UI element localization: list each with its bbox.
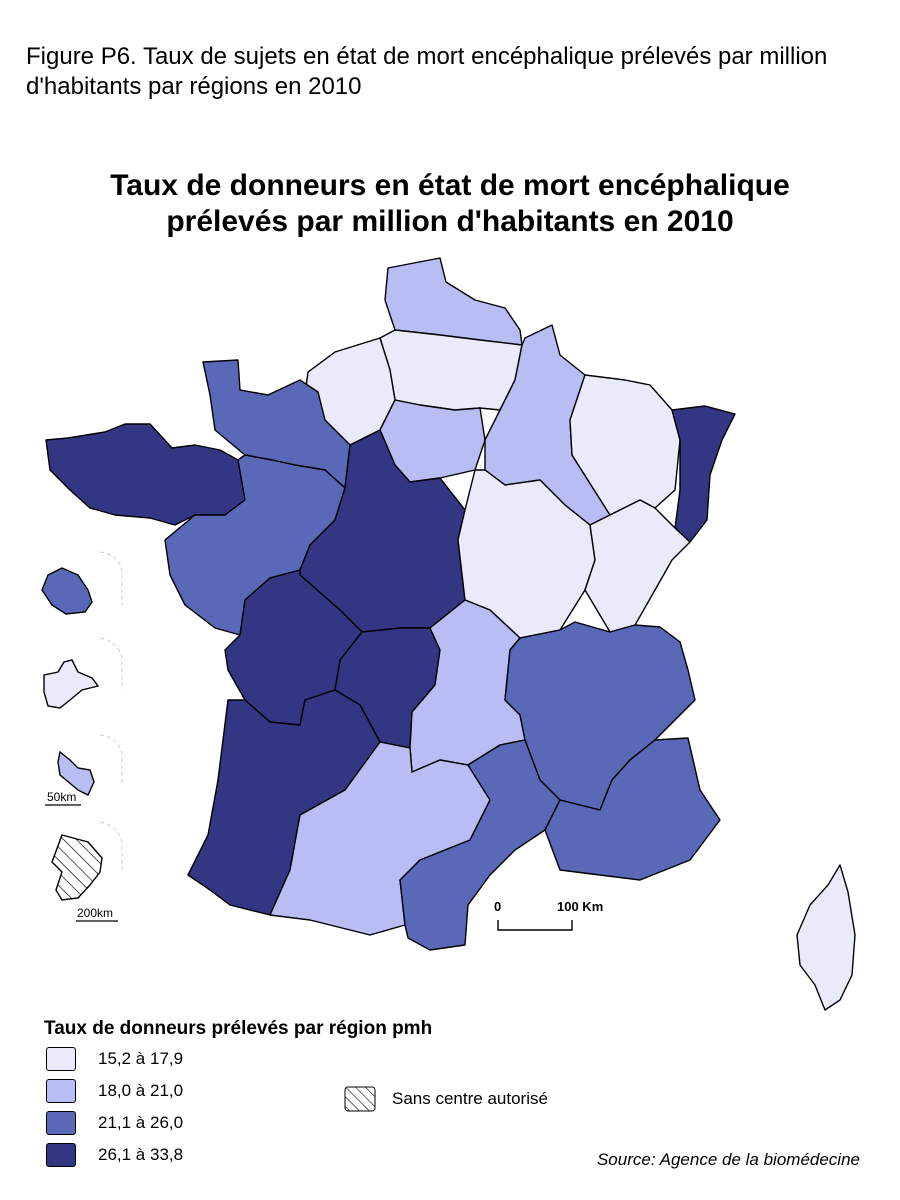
inset-frame-1 (99, 551, 123, 605)
legend-swatch-3 (46, 1111, 76, 1135)
overseas-insets: 50km 200km (41, 551, 123, 922)
region-franche-comte (584, 499, 691, 633)
region-bretagne (45, 423, 246, 526)
figure-caption: Figure P6. Taux de sujets en état de mor… (26, 43, 828, 100)
legend-swatch-4 (46, 1143, 76, 1167)
legend-label-3: 21,1 à 26,0 (98, 1113, 184, 1132)
map-title-line1: Taux de donneurs en état de mort encépha… (110, 169, 790, 202)
legend-label-1: 15,2 à 17,9 (98, 1049, 184, 1068)
region-lorraine (569, 374, 681, 516)
region-corse (796, 864, 856, 1011)
legend-title: Taux de donneurs prélevés par région pmh (44, 1018, 433, 1039)
region-paca (544, 737, 721, 881)
legend-item-1: 15,2 à 17,9 (46, 1046, 183, 1072)
hatch-swatch-icon (344, 1086, 376, 1112)
inset-martinique (57, 750, 95, 796)
map-title: Taux de donneurs en état de mort encépha… (0, 168, 900, 240)
legend-label-2: 18,0 à 21,0 (98, 1081, 184, 1100)
inset-scale-label-50: 50km (47, 790, 76, 804)
inset-frame-3 (99, 734, 123, 785)
region-languedoc-roussillon (399, 739, 561, 951)
legend-label-4: 26,1 à 33,8 (98, 1145, 184, 1164)
inset-guadeloupe (43, 659, 100, 709)
inset-scale-label-200: 200km (77, 906, 113, 920)
map-title-line2: prélevés par million d'habitants en 2010 (166, 205, 734, 238)
inset-frame-4 (99, 821, 123, 870)
legend-item-4: 26,1 à 33,8 (46, 1142, 183, 1168)
legend-item-3: 21,1 à 26,0 (46, 1110, 183, 1136)
inset-frame-2 (99, 637, 123, 690)
legend-item-no-center: Sans centre autorisé (344, 1086, 548, 1112)
scale-bar-end: 100 Km (557, 899, 603, 914)
inset-guyane (51, 834, 103, 901)
scale-bar: 0 100 Km (494, 899, 603, 931)
legend-item-2: 18,0 à 21,0 (46, 1078, 183, 1104)
inset-reunion (41, 567, 93, 615)
region-alsace (671, 405, 736, 543)
source-note: Source: Agence de la biomédecine (596, 1150, 860, 1169)
legend-label-no-center: Sans centre autorisé (392, 1089, 548, 1108)
region-nord-pas-de-calais (384, 257, 523, 346)
legend-swatch-1 (46, 1047, 76, 1071)
scale-bar-start: 0 (494, 899, 501, 914)
region-picardie (379, 329, 523, 411)
legend-swatch-2 (46, 1079, 76, 1103)
